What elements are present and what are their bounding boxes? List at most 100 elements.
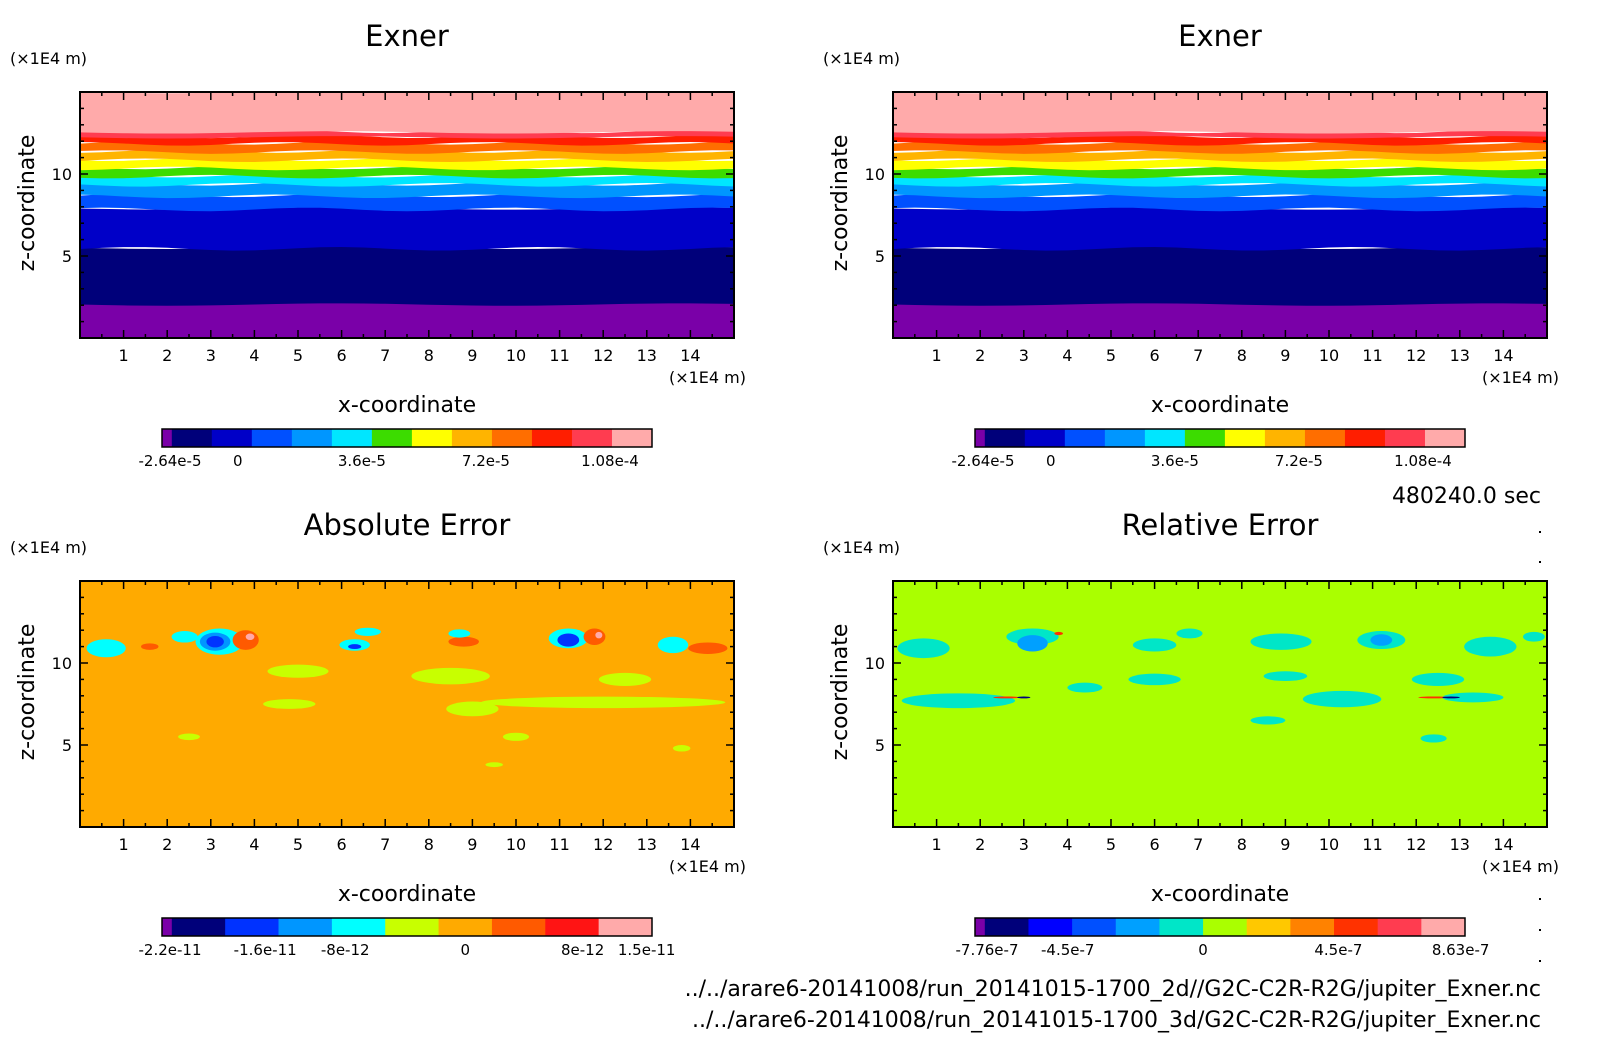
colorbar-swatch bbox=[545, 918, 600, 936]
y-axis-label: z-coordinate bbox=[15, 624, 40, 761]
colorbar-swatch bbox=[1424, 429, 1466, 447]
x-axis-label: x-coordinate bbox=[338, 393, 476, 418]
colorbar-swatch bbox=[162, 918, 173, 936]
colorbar-label: 7.2e-5 bbox=[1275, 452, 1323, 470]
x-axis-label: x-coordinate bbox=[338, 882, 476, 907]
y-tick-label: 10 bbox=[865, 165, 885, 184]
colorbar-swatch bbox=[1028, 918, 1073, 936]
error-patch bbox=[141, 643, 159, 650]
error-patch bbox=[1442, 696, 1460, 699]
x-tick-label: 5 bbox=[1106, 835, 1116, 854]
colorbar-label: -4.5e-7 bbox=[1041, 941, 1094, 959]
x-tick-label: 3 bbox=[206, 835, 216, 854]
colorbar-swatch bbox=[331, 918, 386, 936]
dot bbox=[1539, 531, 1541, 533]
error-patch bbox=[1420, 734, 1447, 743]
y-tick-label: 5 bbox=[62, 736, 72, 755]
error-patch bbox=[1411, 672, 1465, 686]
error-patch bbox=[583, 628, 606, 645]
y-unit-label: (×1E4 m) bbox=[10, 538, 87, 557]
error-patch bbox=[232, 630, 259, 650]
tick-marks bbox=[893, 92, 1547, 338]
x-tick-label: 1 bbox=[119, 835, 129, 854]
contour-band bbox=[80, 92, 734, 134]
x-tick-label: 9 bbox=[1280, 346, 1290, 365]
colorbar-swatch bbox=[491, 918, 546, 936]
x-tick-label: 2 bbox=[975, 346, 985, 365]
x-tick-label: 7 bbox=[1193, 346, 1203, 365]
colorbar-swatch bbox=[531, 429, 573, 447]
error-patch bbox=[263, 699, 316, 709]
x-tick-label: 9 bbox=[467, 346, 477, 365]
y-tick-label: 10 bbox=[52, 165, 72, 184]
y-axis-label: z-coordinate bbox=[828, 624, 853, 761]
x-tick-label: 6 bbox=[1150, 346, 1160, 365]
colorbar-label: 1.5e-11 bbox=[618, 941, 676, 959]
colorbar-swatch bbox=[451, 429, 493, 447]
error-patch bbox=[178, 733, 200, 741]
dot bbox=[1539, 960, 1541, 962]
x-tick-label: 7 bbox=[1193, 835, 1203, 854]
error-patch bbox=[1067, 682, 1103, 693]
colorbar-swatch bbox=[225, 918, 280, 936]
colorbar-swatch bbox=[1144, 429, 1186, 447]
x-tick-label: 6 bbox=[337, 835, 347, 854]
y-tick-label: 5 bbox=[875, 736, 885, 755]
contour-band bbox=[893, 246, 1547, 306]
x-tick-label: 2 bbox=[162, 346, 172, 365]
error-patch bbox=[245, 633, 255, 641]
error-patch bbox=[1128, 673, 1181, 686]
y-axis-label: z-coordinate bbox=[15, 135, 40, 272]
x-tick-label: 6 bbox=[1150, 835, 1160, 854]
x-tick-label: 4 bbox=[1062, 346, 1072, 365]
x-tick-label: 7 bbox=[380, 346, 390, 365]
x-tick-label: 5 bbox=[293, 346, 303, 365]
colorbar-swatch bbox=[411, 429, 453, 447]
x-tick-label: 8 bbox=[1237, 835, 1247, 854]
x-tick-label: 13 bbox=[1450, 346, 1470, 365]
colorbar-swatch bbox=[1064, 429, 1106, 447]
error-patch bbox=[1418, 696, 1449, 699]
tick-marks bbox=[80, 92, 734, 338]
colorbar-label: 0 bbox=[1046, 452, 1056, 470]
file-path-3d: ../../arare6-20141008/run_20141015-1700_… bbox=[692, 1008, 1541, 1033]
x-tick-label: 9 bbox=[1280, 835, 1290, 854]
colorbar-swatch bbox=[1246, 918, 1291, 936]
contour-band bbox=[893, 92, 1547, 134]
colorbar-swatch bbox=[1304, 429, 1346, 447]
error-patch bbox=[598, 672, 652, 686]
error-patch bbox=[1464, 636, 1517, 657]
error-patch bbox=[1370, 634, 1393, 646]
error-patch bbox=[1017, 635, 1048, 652]
x-tick-label: 5 bbox=[1106, 346, 1116, 365]
colorbar-swatch bbox=[1203, 918, 1248, 936]
colorbar-swatch bbox=[1224, 429, 1266, 447]
colorbar-label: 8.63e-7 bbox=[1432, 941, 1490, 959]
colorbar-swatch bbox=[984, 429, 1026, 447]
dot bbox=[1539, 561, 1541, 563]
y-tick-label: 10 bbox=[865, 654, 885, 673]
error-patch bbox=[481, 696, 726, 709]
plot-area bbox=[80, 92, 734, 338]
dot bbox=[1539, 869, 1541, 871]
error-patch bbox=[1017, 696, 1031, 699]
x-tick-label: 4 bbox=[1062, 835, 1072, 854]
colorbar-swatch bbox=[171, 918, 226, 936]
x-unit-label: (×1E4 m) bbox=[669, 857, 746, 876]
colorbar-swatch bbox=[975, 429, 986, 447]
error-patch bbox=[1176, 628, 1203, 639]
x-tick-label: 6 bbox=[337, 346, 347, 365]
chart-title: Exner bbox=[1178, 19, 1262, 53]
colorbar-swatch bbox=[598, 918, 653, 936]
error-patch bbox=[448, 629, 471, 638]
colorbar-label: 0 bbox=[460, 941, 470, 959]
plot-area bbox=[893, 581, 1547, 827]
x-tick-label: 1 bbox=[932, 835, 942, 854]
tick-marks bbox=[80, 581, 734, 827]
error-patch bbox=[672, 745, 691, 752]
